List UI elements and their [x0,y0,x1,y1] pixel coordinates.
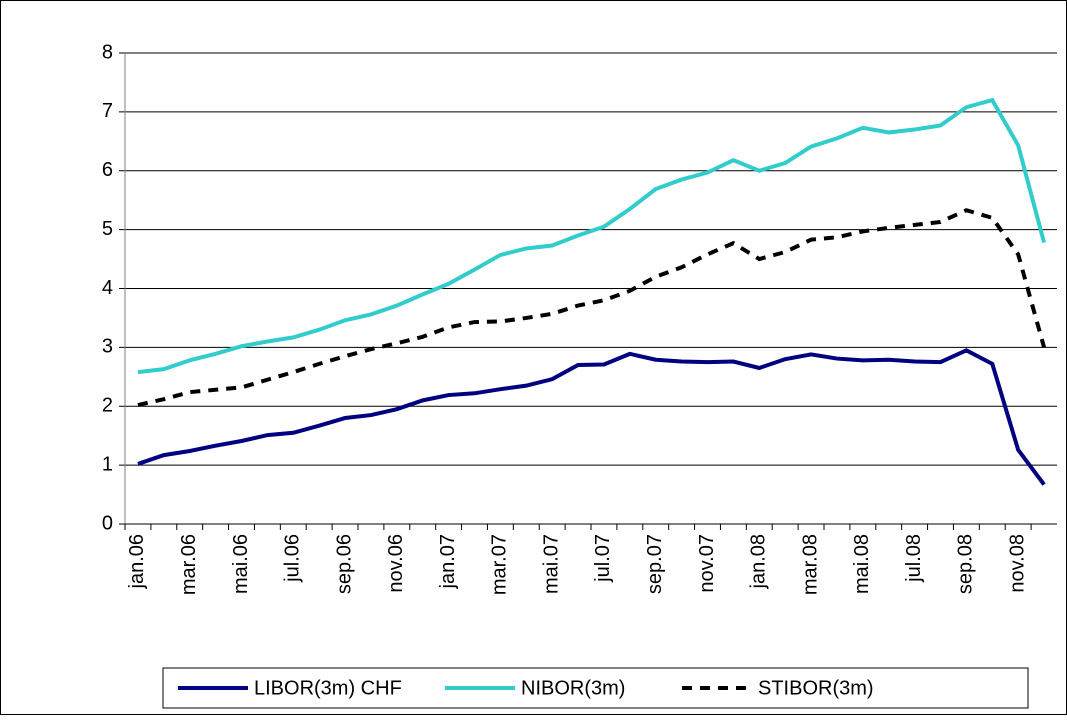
legend-label: NIBOR(3m) [521,677,625,699]
x-tick-label: jan.07 [437,534,459,590]
x-tick-label: jan.06 [126,534,148,590]
x-tick-label: jul.08 [903,534,925,583]
x-tick-label: mai.07 [540,534,562,594]
x-tick-label: sep.06 [333,534,355,594]
x-tick-label: jan.08 [748,534,770,590]
y-tick-label: 3 [102,336,113,358]
x-tick-label: mai.08 [851,534,873,594]
x-tick-label: mai.06 [230,534,252,594]
y-tick-label: 1 [102,453,113,475]
y-tick-label: 5 [102,218,113,240]
y-tick-label: 0 [102,512,113,534]
x-tick-label: nov.08 [1006,534,1028,593]
y-tick-label: 8 [102,41,113,63]
y-tick-label: 6 [102,159,113,181]
x-tick-label: jul.06 [282,534,304,583]
x-tick-label: mar.08 [799,534,821,595]
x-tick-label: sep.07 [644,534,666,594]
y-tick-label: 7 [102,100,113,122]
x-tick-label: nov.06 [385,534,407,593]
series-line [137,97,1046,375]
legend-label: STIBOR(3m) [758,677,874,699]
legend-label: LIBOR(3m) CHF [254,677,402,699]
x-tick-label: mar.07 [489,534,511,595]
x-tick-label: nov.07 [696,534,718,593]
series-line [137,348,1046,486]
legend-box [162,667,1029,709]
x-tick-label: mar.06 [178,534,200,595]
x-tick-label: jul.07 [592,534,614,583]
y-tick-label: 4 [102,277,113,299]
y-tick-label: 2 [102,395,113,417]
x-tick-label: sep.08 [955,534,977,594]
